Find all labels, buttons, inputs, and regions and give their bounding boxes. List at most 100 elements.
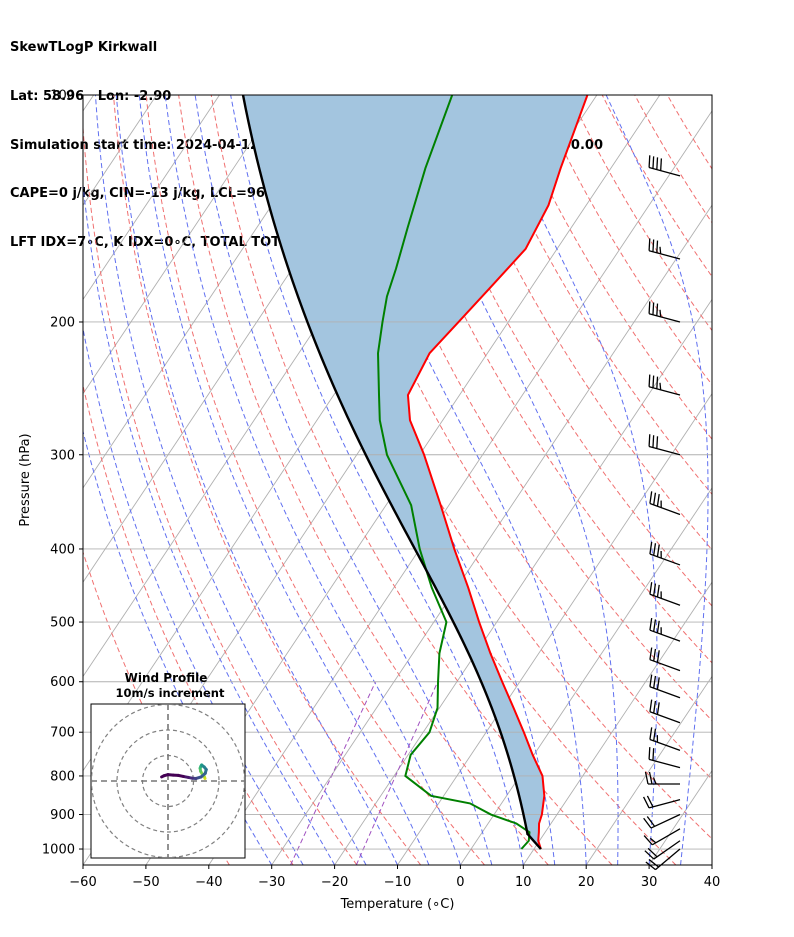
barb-shaft [649, 659, 681, 672]
barb-flag [653, 675, 657, 689]
x-tick-label: −40 [195, 875, 222, 890]
barb-flag [642, 796, 650, 809]
wind-barb [648, 301, 681, 323]
dry-adiabat [145, 95, 485, 865]
isotherm-line [83, 95, 283, 395]
barb-flag [656, 376, 659, 389]
wind-barb [643, 828, 681, 846]
barb-shaft [649, 553, 681, 566]
barb-shaft [649, 629, 681, 642]
y-tick-label: 600 [50, 675, 75, 690]
x-tick-label: 0 [456, 875, 464, 890]
barb-shaft [651, 828, 681, 846]
barb-flag [656, 303, 659, 316]
barb-flag [649, 837, 657, 844]
wind-barb [643, 813, 681, 829]
barb-flag [656, 436, 659, 449]
x-tick-label: 10 [515, 875, 532, 890]
dry-adiabat [601, 95, 712, 278]
barb-flag [647, 847, 658, 858]
wind-barb [648, 747, 681, 769]
dry-adiabat [406, 95, 712, 607]
barb-flag [653, 700, 657, 714]
barb-shaft [648, 445, 681, 456]
barb-flag [649, 647, 653, 660]
barb-flag [643, 817, 652, 829]
barb-flag [659, 246, 662, 254]
moist-adiabat [83, 429, 273, 865]
barb-flag [653, 492, 657, 505]
y-tick-label: 200 [50, 315, 75, 330]
isotherm-line [585, 675, 712, 865]
barb-shaft [649, 738, 681, 752]
barb-flag [656, 157, 659, 170]
x-tick-label: −50 [132, 875, 159, 890]
y-tick-label: 400 [50, 542, 75, 557]
y-tick-label: 700 [50, 726, 75, 741]
barb-flag [643, 835, 653, 846]
wind-barb [649, 699, 681, 724]
wind-barb [649, 647, 681, 672]
barb-shaft [649, 686, 681, 699]
barb-flag [645, 861, 656, 871]
barb-flag [653, 543, 657, 556]
wind-barb [649, 674, 681, 699]
isotherm-line [522, 581, 712, 865]
wind-barb [649, 541, 681, 566]
wind-barb [648, 238, 681, 260]
barb-flag [656, 677, 660, 690]
barb-shaft [648, 313, 681, 323]
wind-barb [649, 582, 681, 606]
barb-flag [648, 858, 659, 868]
moist-adiabat [138, 95, 430, 865]
barb-flag [648, 301, 651, 314]
isotherm-line [83, 95, 346, 489]
wind-profile-subtitle: 10m/s increment [116, 686, 225, 700]
barb-shaft [653, 840, 681, 860]
barb-shaft [648, 799, 681, 809]
wind-barb [649, 617, 681, 642]
isotherm-line [271, 204, 712, 865]
barb-shaft [650, 813, 681, 829]
y-tick-label: 900 [50, 808, 75, 823]
moist-adiabat [395, 95, 619, 865]
barb-flag [652, 156, 655, 169]
barb-flag [653, 583, 657, 596]
moist-adiabat [94, 95, 367, 865]
mixing-ratio-lines [290, 681, 439, 865]
x-tick-label: −30 [258, 875, 285, 890]
wind-barb [645, 848, 681, 871]
isotherm-line [83, 95, 220, 301]
isotherm-line [83, 95, 95, 112]
barb-flag [648, 374, 651, 387]
barb-flag [649, 582, 653, 595]
barb-flag [653, 728, 657, 741]
cape-cin-shading [243, 95, 588, 850]
dry-adiabat [178, 95, 549, 865]
wind-barb [648, 434, 681, 456]
wind-barb [649, 491, 681, 516]
axis-labels: −60 −50 −40 −30 −20 −10 0 10 20 30 40 1000 900 800 700… [18, 89, 720, 913]
plot-area [83, 95, 712, 865]
dry-adiabat [569, 95, 712, 332]
barb-flag [648, 434, 651, 447]
moist-adiabat [194, 95, 493, 865]
x-axis-label: Temperature (∘C) [340, 897, 455, 912]
barb-shaft [648, 250, 681, 260]
barb-shaft [655, 848, 681, 871]
moist-adiabat [115, 95, 398, 865]
barb-flag [656, 620, 660, 634]
mixing-ratio-line [290, 681, 377, 865]
barb-shaft [648, 386, 681, 396]
barb-flag [648, 771, 653, 785]
barb-flag [644, 850, 655, 860]
moist-adiabats [83, 95, 712, 865]
y-tick-label: 500 [50, 616, 75, 631]
profile-lines [241, 95, 589, 850]
barb-flag [649, 541, 653, 555]
chart-title: SkewTLogP Kirkwall [10, 40, 158, 56]
barb-flag [646, 816, 656, 827]
